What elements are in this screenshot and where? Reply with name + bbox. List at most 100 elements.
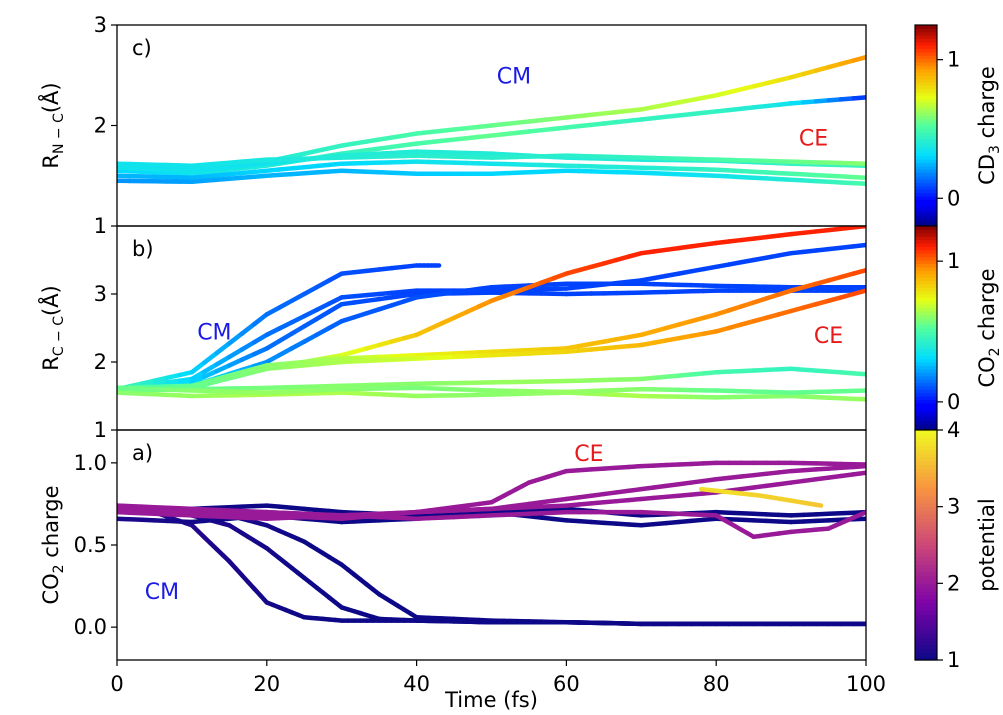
colorbar-potential: 1 2 3 4 potential bbox=[914, 418, 999, 672]
colorbar-cd3-swatch bbox=[915, 115, 937, 120]
colorbar-potential-swatch bbox=[915, 430, 937, 435]
colorbar-potential-swatch bbox=[915, 445, 937, 450]
colorbar-cd3-swatch bbox=[915, 152, 937, 157]
panel-b-series-0-segment bbox=[264, 305, 282, 317]
colorbar-co2-swatch bbox=[915, 402, 937, 407]
colorbar-cd3-swatch bbox=[915, 135, 937, 140]
panel-a-series-6-segment bbox=[851, 463, 866, 470]
colorbar-potential-swatch bbox=[915, 564, 937, 569]
colorbar-cd3-tick-label: 0 bbox=[947, 186, 960, 210]
colorbar-potential-swatch bbox=[915, 552, 937, 558]
colorbar-co2-swatch bbox=[915, 423, 937, 428]
colorbar-co2-swatch bbox=[915, 226, 937, 230]
panel-b-series-1-segment bbox=[314, 301, 332, 313]
colorbar-cd3-swatch bbox=[915, 58, 937, 63]
colorbar-cd3-swatch bbox=[915, 41, 937, 46]
panel-c-series-5 bbox=[117, 153, 866, 168]
colorbar-potential-swatch bbox=[915, 495, 937, 500]
colorbar-cd3-swatch bbox=[915, 95, 937, 100]
colorbar-co2-swatch bbox=[915, 243, 937, 247]
colorbar-cd3-swatch bbox=[915, 162, 937, 167]
colorbar-potential-swatch bbox=[915, 629, 937, 634]
panel-b-series-0-segment bbox=[277, 298, 295, 310]
colorbar-cd3-swatch bbox=[915, 202, 937, 207]
colorbar-co2: 0 1 CO2 charge bbox=[914, 225, 1003, 431]
colorbar-potential-swatch bbox=[915, 433, 937, 439]
panel-a-series-4-segment bbox=[851, 516, 866, 522]
colorbar-co2-swatch bbox=[915, 426, 937, 431]
colorbar-potential-swatch bbox=[915, 656, 937, 661]
colorbar-cd3-swatch bbox=[915, 189, 937, 194]
colorbar-co2-swatch bbox=[915, 307, 937, 312]
panel-b-series-2-segment bbox=[264, 338, 282, 351]
panel-b-series-1-segment bbox=[264, 326, 282, 338]
panel-b-series-0-segment bbox=[302, 284, 319, 297]
colorbar-cd3-swatch bbox=[915, 92, 937, 96]
panel-a-ytick-label: 0.5 bbox=[74, 533, 107, 557]
xtick-label: 80 bbox=[703, 672, 730, 696]
colorbar-cd3-swatch bbox=[915, 132, 937, 137]
colorbar-co2-tick-label: 0 bbox=[947, 390, 960, 414]
colorbar-potential-swatch bbox=[915, 579, 937, 584]
colorbar-co2-swatch bbox=[915, 297, 937, 302]
colorbar-potential-swatch bbox=[915, 633, 937, 638]
panel-b-series-1-segment bbox=[326, 295, 344, 306]
panel-b-series-1-segment bbox=[277, 320, 295, 331]
panel-b-series-1-segment bbox=[302, 307, 319, 319]
panel-c-label: c) bbox=[132, 36, 152, 60]
colorbar-cd3-swatch bbox=[915, 48, 937, 53]
colorbar-potential-tick-label: 1 bbox=[947, 648, 960, 672]
colorbar-cd3-swatch bbox=[915, 179, 937, 184]
colorbar-potential-swatch bbox=[915, 525, 937, 531]
panel-b-series-1-segment bbox=[214, 354, 232, 367]
colorbar-co2-swatch bbox=[915, 239, 937, 244]
colorbar-cd3-swatch bbox=[915, 35, 937, 39]
colorbar-co2-swatch bbox=[915, 270, 937, 275]
colorbar-co2-swatch bbox=[915, 328, 937, 332]
panel-b-series-4-segment bbox=[451, 309, 469, 321]
colorbar-cd3-swatch bbox=[915, 55, 937, 60]
panel-b-series-5-segment bbox=[851, 267, 866, 276]
colorbar-cd3-swatch bbox=[915, 222, 937, 227]
colorbar-potential-swatch bbox=[915, 560, 937, 565]
colorbar-cd3-swatch bbox=[915, 138, 937, 143]
panel-b-series-0-segment bbox=[214, 341, 232, 356]
colorbar-co2-swatch bbox=[915, 253, 937, 258]
colorbar-potential-swatch bbox=[915, 644, 937, 650]
panel-a-series-8-segment bbox=[857, 509, 866, 518]
colorbar-potential-swatch bbox=[915, 456, 937, 462]
panel-b-series-2-segment bbox=[227, 357, 245, 368]
colorbar-co2-swatch bbox=[915, 331, 937, 336]
panel-b-series-7 bbox=[117, 366, 866, 393]
panel-b-ylabel: RC − C(Å) bbox=[37, 285, 67, 371]
panel-b-series-1-segment bbox=[227, 347, 245, 360]
colorbar-potential-label: potential bbox=[975, 498, 999, 591]
colorbar-co2-swatch bbox=[915, 246, 937, 251]
colorbar-potential-swatch bbox=[915, 499, 937, 504]
colorbar-co2-swatch bbox=[915, 338, 937, 343]
panel-c-series-3 bbox=[117, 159, 866, 181]
colorbar-cd3-swatch bbox=[915, 68, 937, 73]
colorbar-co2-swatch bbox=[915, 355, 937, 360]
panel-b-series-group bbox=[117, 226, 866, 402]
xtick-label: 40 bbox=[403, 672, 430, 696]
colorbar-co2-swatch bbox=[915, 358, 937, 363]
panel-b-series-2-segment bbox=[202, 368, 220, 379]
panel-b-series-1-segment bbox=[239, 339, 257, 352]
colorbar-potential-swatch bbox=[915, 518, 937, 523]
panel-a-series-8 bbox=[117, 503, 866, 540]
colorbar-co2-swatch bbox=[915, 334, 937, 339]
colorbar-co2-swatch bbox=[915, 287, 937, 292]
colorbar-co2-swatch bbox=[915, 294, 937, 298]
colorbar-potential-swatch bbox=[915, 464, 937, 469]
panel-b-series-3-segment bbox=[264, 352, 282, 365]
colorbar-co2-swatch bbox=[915, 229, 937, 234]
colorbar-potential-swatch bbox=[915, 449, 937, 454]
panel-c-ytick-label: 1 bbox=[94, 214, 107, 238]
panel-b-series-7-segment bbox=[851, 371, 866, 377]
colorbar-co2-swatch bbox=[915, 317, 937, 322]
colorbar-cd3-swatch bbox=[915, 78, 937, 83]
colorbar-potential-swatch bbox=[915, 441, 937, 446]
